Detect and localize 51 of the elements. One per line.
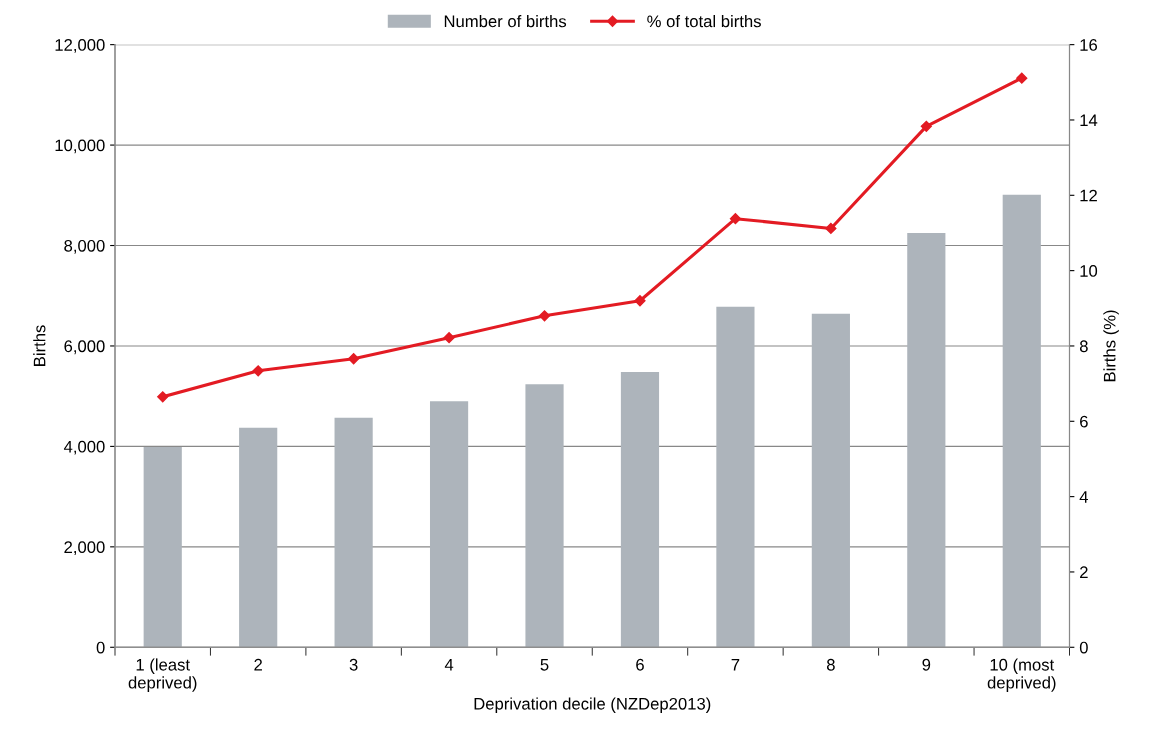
point — [157, 391, 169, 403]
x-tick-label: 7 — [731, 659, 740, 671]
y2-tick-label: 0 — [1079, 641, 1088, 654]
x-tick-label: 10 (most deprived) — [987, 658, 1056, 692]
y-axis-title: Births — [33, 325, 46, 366]
x-axis-title: Deprivation decile (NZDep2013) — [474, 697, 711, 713]
x-tick-label: 6 — [636, 658, 644, 671]
y2-tick-label: 12 — [1080, 189, 1097, 202]
point — [443, 332, 455, 344]
point — [634, 295, 646, 307]
point — [920, 120, 932, 132]
x-tick-label: 2 — [254, 658, 262, 671]
y2-axis-title: Births (%) — [1103, 310, 1119, 382]
bar — [620, 372, 660, 648]
point — [1016, 72, 1028, 84]
bar — [811, 313, 850, 648]
bar — [429, 401, 469, 648]
x-tick-label: 4 — [444, 659, 454, 671]
x-tick-label: 3 — [349, 658, 358, 671]
point — [729, 213, 742, 225]
point — [252, 365, 264, 377]
bar — [1002, 194, 1041, 648]
legend-label: % of total births — [647, 15, 761, 28]
y-tick-label: 8,000 — [64, 239, 105, 254]
y2-tick-label: 2 — [1080, 566, 1088, 578]
y2-tick-label: 6 — [1080, 415, 1088, 428]
point — [348, 353, 360, 365]
x-tick-label: 1 (least deprived) — [128, 658, 197, 692]
y2-tick-label: 4 — [1079, 491, 1088, 503]
bar — [525, 384, 564, 648]
y2-tick-label: 16 — [1080, 39, 1098, 51]
y2-tick-label: 10 — [1080, 265, 1098, 277]
y-tick-label: 6,000 — [64, 340, 105, 355]
x-tick-label: 5 — [540, 659, 549, 671]
point — [825, 222, 837, 235]
bar — [907, 232, 946, 648]
y-tick-label: 4,000 — [63, 440, 105, 455]
y2-tick-label: 8 — [1079, 340, 1088, 353]
legend-label: Number of births — [444, 15, 567, 28]
bar — [334, 417, 373, 648]
bar — [716, 306, 755, 648]
y-tick-label: 0 — [96, 641, 105, 654]
bar — [143, 446, 182, 648]
y2-tick-label: 14 — [1080, 114, 1098, 127]
x-tick-label: 9 — [922, 658, 931, 671]
bar — [239, 427, 278, 648]
y-tick-label: 12,000 — [55, 39, 105, 53]
y-tick-label: 2,000 — [64, 541, 105, 556]
x-tick-label: 8 — [826, 658, 835, 671]
point — [538, 310, 551, 322]
y-tick-label: 10,000 — [55, 139, 105, 154]
